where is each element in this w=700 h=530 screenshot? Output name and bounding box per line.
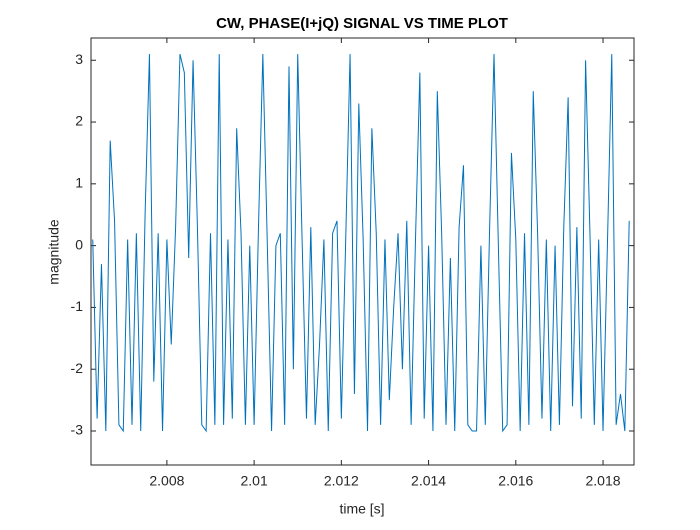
y-tick-label: 1 [75, 175, 83, 191]
y-tick-label: 0 [75, 236, 83, 252]
data-line [92, 53, 630, 433]
x-tick-label: 2.018 [586, 473, 621, 489]
x-tick-label: 2.008 [149, 473, 184, 489]
y-tick-label: -2 [71, 360, 84, 376]
y-axis-label: magnitude [46, 219, 62, 285]
chart-title: CW, PHASE(I+jQ) SIGNAL VS TIME PLOT [216, 15, 508, 32]
x-tick-label: 2.016 [498, 473, 533, 489]
y-tick-label: 2 [75, 113, 83, 129]
y-tick-label: -3 [71, 422, 84, 438]
x-tick-label: 2.012 [324, 473, 359, 489]
y-tick-label: -1 [71, 298, 84, 314]
x-tick-label: 2.014 [411, 473, 446, 489]
y-tick-label: 3 [75, 51, 83, 67]
x-axis-label: time [s] [339, 501, 384, 517]
plot-area [90, 37, 635, 466]
x-tick-label: 2.01 [240, 473, 267, 489]
